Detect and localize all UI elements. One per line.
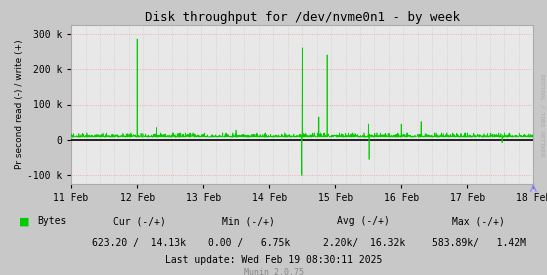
Text: Cur (-/+): Cur (-/+)	[113, 216, 166, 226]
Text: Min (-/+): Min (-/+)	[223, 216, 275, 226]
Text: ■: ■	[19, 216, 30, 226]
Text: Max (-/+): Max (-/+)	[452, 216, 505, 226]
Text: Avg (-/+): Avg (-/+)	[337, 216, 390, 226]
Text: 0.00 /   6.75k: 0.00 / 6.75k	[208, 238, 290, 248]
Text: Munin 2.0.75: Munin 2.0.75	[243, 268, 304, 275]
Title: Disk throughput for /dev/nvme0n1 - by week: Disk throughput for /dev/nvme0n1 - by we…	[145, 10, 459, 24]
Text: RRDTOOL / TOBI OETIKER: RRDTOOL / TOBI OETIKER	[539, 74, 544, 157]
Text: 583.89k/   1.42M: 583.89k/ 1.42M	[432, 238, 526, 248]
Text: 2.20k/  16.32k: 2.20k/ 16.32k	[323, 238, 405, 248]
Text: 623.20 /  14.13k: 623.20 / 14.13k	[92, 238, 187, 248]
Text: Bytes: Bytes	[37, 216, 67, 226]
Y-axis label: Pr second read (-) / write (+): Pr second read (-) / write (+)	[15, 40, 24, 169]
Text: Last update: Wed Feb 19 08:30:11 2025: Last update: Wed Feb 19 08:30:11 2025	[165, 255, 382, 265]
